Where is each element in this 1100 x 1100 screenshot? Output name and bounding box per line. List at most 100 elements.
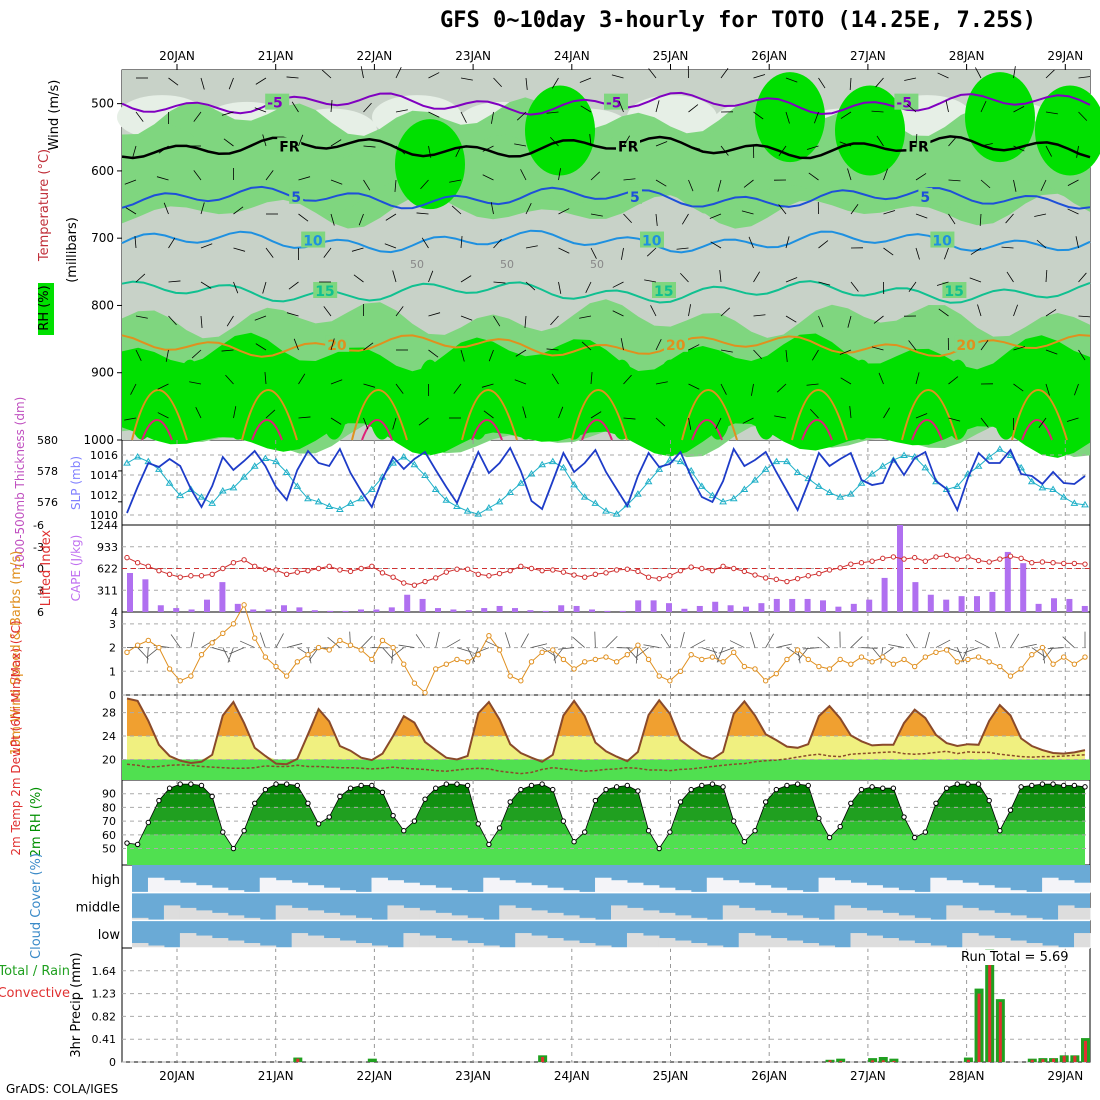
cape-bar xyxy=(558,605,565,612)
thickness-line-point xyxy=(453,502,461,509)
thickness-line-point xyxy=(751,476,759,483)
wind-barb xyxy=(525,203,532,215)
cloud-fill xyxy=(211,887,229,893)
cape-bar xyxy=(604,610,611,612)
rh2m-line-point xyxy=(592,797,599,804)
wind-barb-10m xyxy=(520,633,529,648)
rh2m-tick-label: 60 xyxy=(102,829,116,842)
wind-speed-line-point xyxy=(337,637,343,644)
precip-tick-label: 0.82 xyxy=(92,1010,117,1023)
x-tick-label-top: 27JAN xyxy=(850,49,886,63)
x-tick-label-top: 29JAN xyxy=(1047,49,1083,63)
temp-tick-label: 20 xyxy=(102,753,116,766)
cloud-level-label: middle xyxy=(76,901,120,916)
cloud-fill xyxy=(786,890,804,893)
cloud-fill xyxy=(579,943,596,948)
rh2m-line-point xyxy=(826,834,833,841)
temperature-contour xyxy=(121,333,1091,358)
rh2m-line-point xyxy=(443,781,450,787)
wind-barb xyxy=(818,281,831,286)
wind-barb xyxy=(254,315,267,321)
cape-bar xyxy=(435,608,441,612)
wind-barb xyxy=(525,77,528,90)
wind-barb-10m xyxy=(327,636,341,648)
wind-barb xyxy=(688,304,691,317)
rh2m-tick-label: 80 xyxy=(102,801,116,814)
ylabel-rh: RH (%) xyxy=(37,285,52,330)
wind-barb xyxy=(618,100,624,113)
wind-barb xyxy=(1075,236,1079,249)
cape-bar xyxy=(666,603,672,612)
rh2m-line-point xyxy=(390,812,396,819)
ylabel-thickness: 1000-500mb Thickness (dm) xyxy=(13,397,27,570)
wind-barb xyxy=(520,169,527,181)
cloud-fill xyxy=(722,905,740,921)
rh2m-line-point xyxy=(667,829,673,835)
wind-speed-line-point xyxy=(560,656,567,663)
wind-barb xyxy=(850,281,859,292)
lifted-index-line-point xyxy=(134,560,141,566)
cloud-fill xyxy=(850,907,867,921)
wind-barb xyxy=(221,349,234,352)
cloud-fill xyxy=(930,877,947,893)
rh2m-line-point xyxy=(188,781,194,787)
wind-speed-line-point xyxy=(507,673,513,679)
wind-barb xyxy=(546,111,559,114)
thickness-line-point xyxy=(474,510,483,517)
cloud-fill xyxy=(563,940,580,948)
slp-tick-label: 1014 xyxy=(90,469,118,482)
cloud-fill xyxy=(978,935,995,948)
cloud-fill xyxy=(419,935,436,948)
wind-barb-10m xyxy=(888,644,905,648)
temperature-contour-25 xyxy=(471,419,503,441)
wind-barb xyxy=(395,306,404,317)
lifted-index-line-point xyxy=(550,567,556,573)
wind-barb xyxy=(611,74,624,79)
thickness-line-point xyxy=(878,462,887,469)
wind-barb xyxy=(847,315,852,328)
lifted-index-line-point xyxy=(720,563,726,570)
cloud-fill xyxy=(770,938,788,948)
wind-speed-line-point xyxy=(667,678,673,684)
thickness-line-point xyxy=(133,453,142,460)
ylabel-cloud-cover: Cloud Cover (%) xyxy=(29,853,44,959)
thickness-line-point xyxy=(282,468,291,475)
lifted-index-line-point xyxy=(252,563,258,570)
wind-barb xyxy=(490,202,494,215)
wind-barb-10m xyxy=(473,647,490,654)
thickness-line-point xyxy=(580,493,589,500)
thickness-line-point xyxy=(304,494,312,502)
wind-barb xyxy=(676,247,689,250)
wind-barb xyxy=(1045,270,1048,283)
wind-barb xyxy=(589,134,592,147)
thickness-line-point xyxy=(218,487,227,494)
thickness-line-point xyxy=(1049,485,1057,492)
wind-barb xyxy=(980,340,989,351)
wind-barb xyxy=(612,281,624,288)
cloud-fill xyxy=(946,905,963,921)
cloud-fill xyxy=(962,907,979,921)
wind-barb xyxy=(255,343,267,351)
cloud-fill xyxy=(132,917,149,921)
thickness-line-point xyxy=(293,482,302,489)
wind-barb xyxy=(623,417,636,420)
rh2m-line-point xyxy=(262,786,269,793)
wind-speed-line-point xyxy=(911,663,918,670)
wind-speed-line-point xyxy=(347,642,354,648)
cloud-fill xyxy=(323,912,341,921)
temperature-contour-20 xyxy=(131,389,188,441)
precip-total-bar xyxy=(889,1058,899,1062)
wind-barb xyxy=(839,141,852,147)
rh-moist-patch xyxy=(835,85,905,176)
rh2m-line-point xyxy=(230,845,237,852)
rh2m-line-point xyxy=(528,782,535,789)
lifted-index-line-point xyxy=(464,566,471,572)
temperature-contour-20 xyxy=(351,389,408,441)
wind-barb xyxy=(979,213,982,226)
x-tick-label-top: 22JAN xyxy=(357,49,393,63)
wind-speed-line-point xyxy=(134,642,141,648)
wind-barb xyxy=(323,306,332,317)
wind-tick-label: 3 xyxy=(109,618,116,631)
rh2m-line-point xyxy=(166,785,173,791)
wind-barb xyxy=(420,179,429,190)
